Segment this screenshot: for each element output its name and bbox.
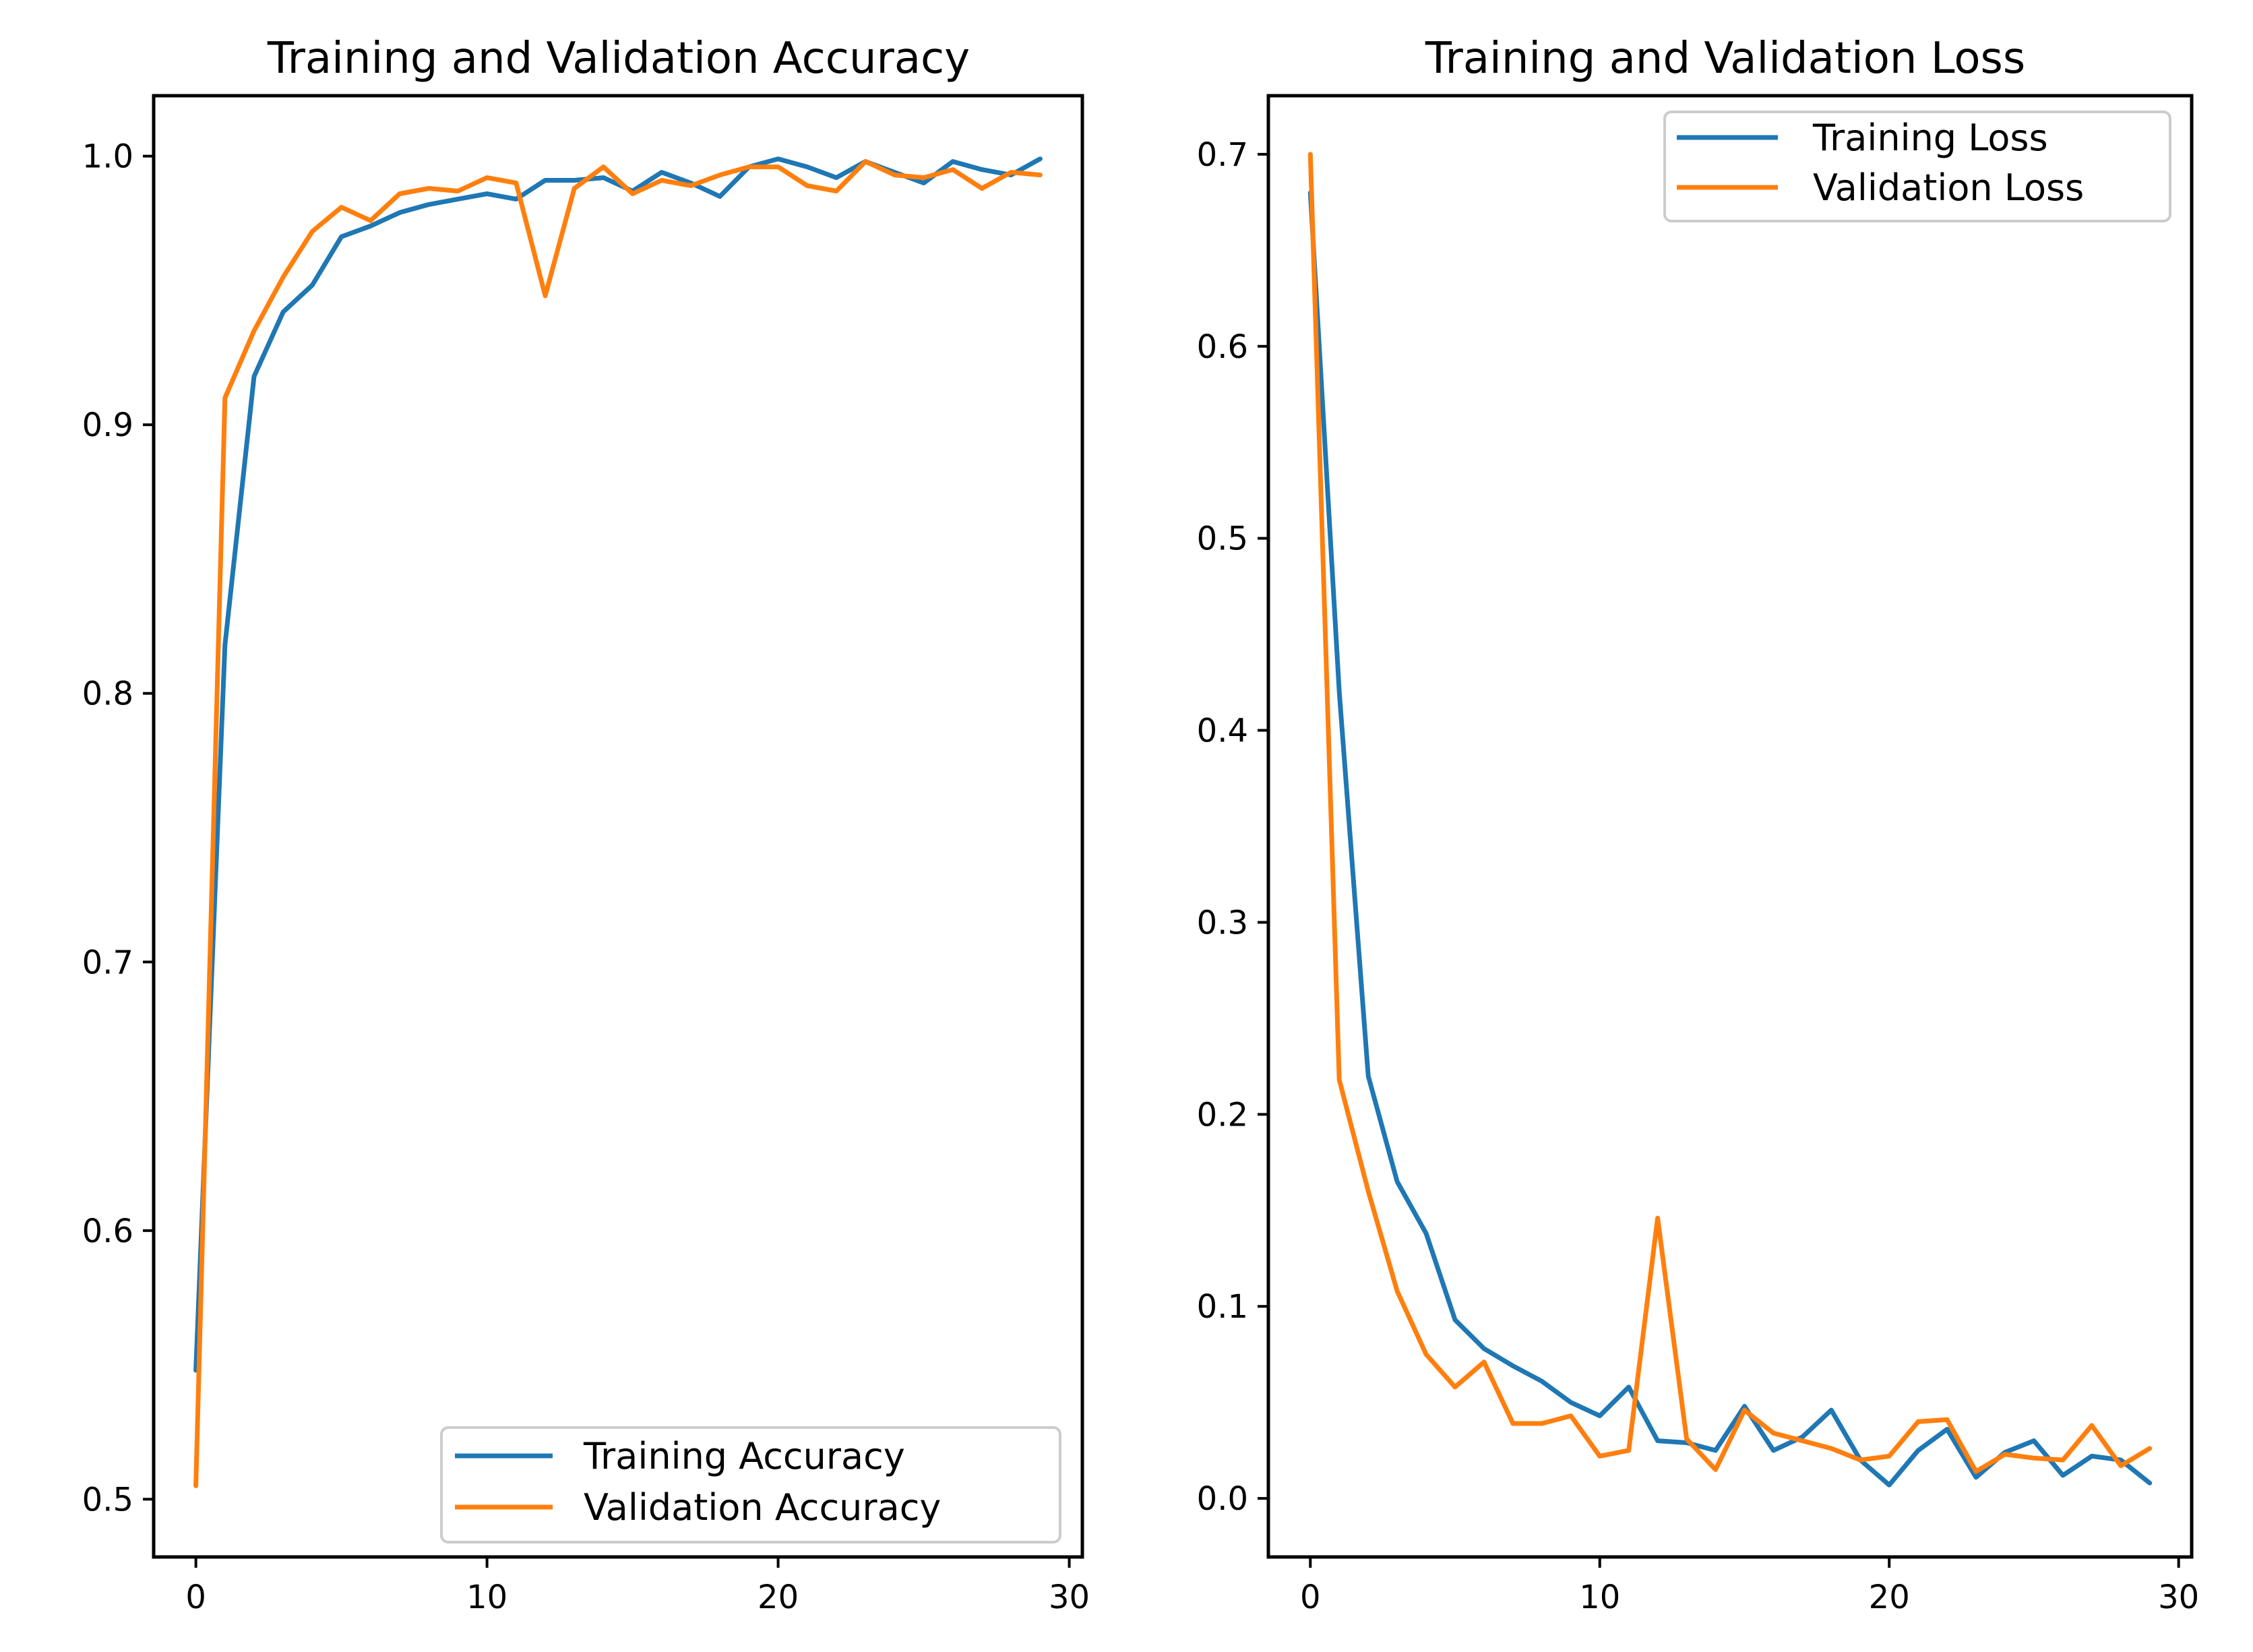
loss-chart-lines [1307,152,2153,1488]
accuracy-chart-lines [193,156,1043,1488]
legend-label-validation-accuracy: Validation Accuracy [584,1486,941,1529]
loss-y-tick-label: 0.6 [1197,328,1248,366]
series-line-validation-accuracy [193,159,1043,1488]
accuracy-chart: Training and Validation Accuracy 0 10 20 30… [82,34,1090,1616]
accuracy-x-tick-label: 30 [1049,1579,1090,1616]
legend-label-validation-loss: Validation Loss [1813,166,2084,209]
loss-legend-box [1663,111,2171,222]
loss-y-tick-label: 0.3 [1197,904,1248,942]
loss-chart: Training and Validation Loss 0 10 20 300.00… [1197,34,2200,1616]
accuracy-legend-box [440,1426,1061,1543]
loss-chart-ticks: 0 10 20 30 0.0 0.1 0.2 0.3 0.4 0.5 0.6 0.7 [1197,136,2200,1616]
accuracy-chart-legend: Training Accuracy Validation Accuracy [440,1426,1061,1543]
loss-y-tick-label: 0.1 [1197,1288,1248,1326]
accuracy-y-tick-label: 1.0 [82,138,133,176]
accuracy-x-tick-label: 10 [466,1579,507,1616]
accuracy-y-tick-label: 0.9 [82,406,133,444]
accuracy-y-tick-label: 0.6 [82,1213,133,1250]
accuracy-y-tick-label: 0.5 [82,1481,133,1519]
accuracy-chart-ticks: 0 10 20 30 0.5 0.6 0.7 0.8 0.9 1.0 [82,138,1090,1616]
legend-label-training-accuracy: Training Accuracy [583,1435,905,1477]
loss-y-tick-label: 0.4 [1197,712,1248,750]
accuracy-chart-title: Training and Validation Accuracy [267,34,970,84]
loss-x-tick-label: 0 [1300,1579,1321,1616]
loss-y-tick-label: 0.2 [1197,1096,1248,1134]
legend-label-training-loss: Training Loss [1812,117,2048,159]
accuracy-y-tick-label: 0.8 [82,675,133,713]
loss-x-tick-label: 20 [1869,1579,1910,1616]
loss-chart-legend: Training Loss Validation Loss [1663,111,2171,222]
loss-y-tick-label: 0.5 [1197,520,1248,558]
loss-chart-title: Training and Validation Loss [1425,34,2025,84]
accuracy-x-tick-label: 0 [185,1579,206,1616]
loss-x-tick-label: 10 [1579,1579,1620,1616]
accuracy-chart-frame [152,94,1084,1559]
loss-y-tick-label: 0.0 [1197,1480,1248,1518]
series-line-training-loss [1307,190,2153,1488]
accuracy-x-tick-label: 20 [758,1579,799,1616]
series-line-validation-loss [1307,152,2153,1474]
loss-x-tick-label: 30 [2158,1579,2199,1616]
loss-y-tick-label: 0.7 [1197,136,1248,174]
accuracy-y-tick-label: 0.7 [82,944,133,981]
loss-chart-frame [1266,94,2194,1559]
